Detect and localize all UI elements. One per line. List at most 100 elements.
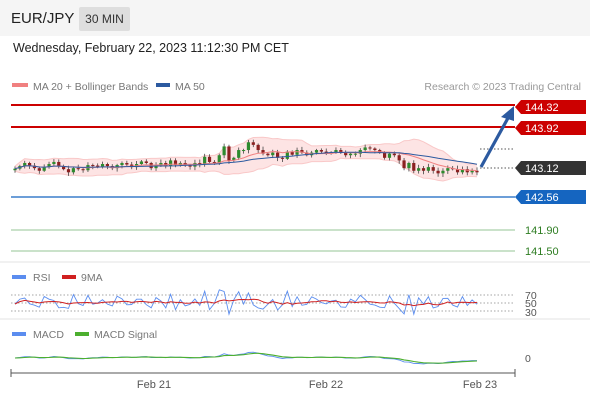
candle <box>37 168 41 171</box>
candle <box>314 150 319 153</box>
price-tag-142-56-text: 142.56 <box>525 192 559 204</box>
candle <box>280 157 285 159</box>
candle <box>207 156 212 162</box>
macd-axis-zero: 0 <box>525 353 531 365</box>
timeframe-button[interactable]: 30 MIN <box>79 7 130 31</box>
x-axis-label-feb21: Feb 21 <box>137 379 171 391</box>
candle <box>76 168 80 170</box>
candle <box>154 165 158 169</box>
candle <box>222 146 226 156</box>
candle <box>344 152 348 156</box>
candle <box>387 153 392 158</box>
ma20-legend-swatch <box>12 83 28 87</box>
rsi-ma-legend-swatch <box>62 275 76 279</box>
price-tag-current: 143.12 <box>515 161 586 175</box>
candle <box>144 161 148 163</box>
candle <box>27 162 32 166</box>
candle <box>407 162 411 169</box>
candle <box>383 152 387 158</box>
candle <box>266 153 270 156</box>
bollinger-upper-line <box>14 136 478 167</box>
candle <box>300 150 304 153</box>
candle <box>460 169 465 173</box>
rsi-legend-label: RSI <box>33 272 51 284</box>
candle <box>412 162 416 171</box>
candle <box>368 147 372 149</box>
candle <box>276 152 280 158</box>
macd-signal-legend-swatch <box>75 332 89 336</box>
credit-text: Research © 2023 Trading Central <box>424 81 581 93</box>
candle <box>237 150 241 158</box>
candle <box>81 169 85 171</box>
candle <box>441 170 445 174</box>
price-tag-143-92: 143.92 <box>515 121 586 135</box>
candle <box>397 155 401 161</box>
support-label-141-50: 141.50 <box>525 246 559 258</box>
candle <box>105 164 109 167</box>
candle <box>47 164 51 168</box>
candle <box>446 168 450 171</box>
candle <box>232 157 236 161</box>
candle <box>91 165 95 167</box>
rsi-axis-50: 50 <box>525 298 537 310</box>
candle <box>212 161 216 163</box>
macd-signal-legend-label: MACD Signal <box>94 329 157 341</box>
rsi-axis-70: 70 <box>525 290 537 302</box>
candle <box>96 165 100 167</box>
ma50-legend-label: MA 50 <box>175 81 205 93</box>
candle <box>13 168 17 171</box>
candle <box>173 160 178 166</box>
candle <box>285 151 289 159</box>
candle <box>62 166 66 170</box>
candle <box>42 167 46 171</box>
candle <box>188 165 192 167</box>
instrument-symbol: EUR/JPY <box>11 10 75 27</box>
candle <box>57 161 61 167</box>
candle <box>241 150 246 152</box>
candle <box>271 152 275 156</box>
candle <box>426 167 430 171</box>
candle <box>23 162 27 167</box>
price-tag-143-92-text: 143.92 <box>525 123 559 135</box>
candle <box>436 170 440 174</box>
bollinger-lower-line <box>14 157 478 182</box>
macd-signal-line <box>14 352 478 364</box>
candle <box>227 146 231 161</box>
candle <box>159 162 163 166</box>
candle <box>32 165 37 169</box>
rsi-axis-30: 30 <box>525 307 537 319</box>
candle <box>217 155 221 163</box>
candle <box>421 168 426 171</box>
x-axis-label-feb23: Feb 23 <box>463 379 497 391</box>
rsi-line <box>14 289 478 316</box>
ma20-legend-label: MA 20 + Bollinger Bands <box>33 81 148 93</box>
candle <box>246 142 251 151</box>
candle <box>203 156 207 165</box>
candle <box>373 148 377 151</box>
candle <box>139 161 144 165</box>
candle <box>295 150 299 155</box>
candle <box>319 150 323 152</box>
candle <box>71 168 75 173</box>
support-label-141-90: 141.90 <box>525 225 559 237</box>
candle <box>256 144 260 151</box>
candle <box>353 153 358 155</box>
candle <box>169 160 173 167</box>
forecast-arrow-shaft <box>479 117 510 168</box>
candle <box>417 168 421 171</box>
candle <box>455 169 460 173</box>
bollinger-band <box>15 137 477 181</box>
candle <box>198 162 202 165</box>
candle <box>363 147 367 151</box>
ma50-line <box>14 151 478 170</box>
candle <box>251 142 255 145</box>
candle <box>100 164 105 167</box>
candle <box>431 167 435 171</box>
price-tag-144-32-text: 144.32 <box>525 102 559 114</box>
rsi-legend-swatch <box>12 275 26 279</box>
rsi-ma-line <box>14 298 478 307</box>
price-tag-142-56: 142.56 <box>515 190 586 204</box>
candle <box>465 169 469 173</box>
x-axis-label-feb22: Feb 22 <box>309 379 343 391</box>
